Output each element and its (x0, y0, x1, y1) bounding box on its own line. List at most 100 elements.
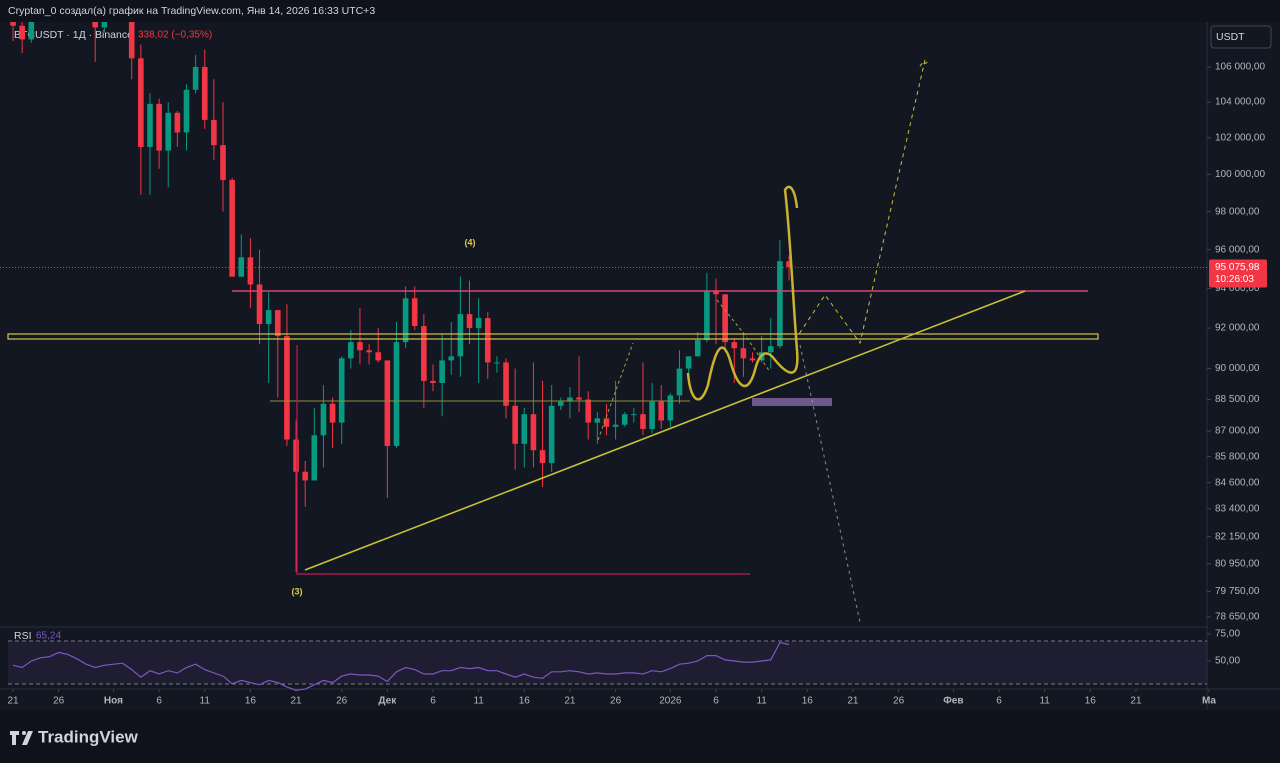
candle-body (256, 284, 263, 325)
price-label: 90 000,00 (1215, 363, 1260, 374)
candle-body (777, 261, 783, 347)
candle-body (10, 22, 16, 26)
candle-body (594, 418, 601, 423)
time-label: 21 (1130, 696, 1142, 707)
candle-body (521, 414, 528, 444)
candle-body (156, 103, 162, 151)
header-bar (0, 0, 1280, 22)
symbol: BTCUSDT · 1Д · Binance (14, 29, 133, 41)
candle-body (475, 318, 482, 329)
time-label: 26 (53, 696, 65, 707)
rsi-last: 65,24 (36, 631, 61, 642)
hand-drawing (686, 185, 799, 401)
wave-label: (4) (465, 237, 476, 247)
wave-label: (3) (292, 586, 303, 596)
time-label: 6 (713, 696, 719, 707)
rsi-band (8, 641, 1207, 684)
rsi-line (12, 641, 790, 691)
drawings (7, 59, 1099, 623)
candle-body (567, 397, 573, 402)
candle-body (384, 360, 391, 446)
price-label: 80 950,00 (1215, 559, 1260, 570)
time-label: 21 (564, 696, 576, 707)
candle-body (494, 362, 500, 364)
time-label: 16 (245, 696, 257, 707)
candle-body (28, 22, 35, 40)
candle-body (320, 403, 327, 436)
header-text: Cryptan_0 создал(а) график на TradingVie… (8, 5, 375, 17)
change: 338,02 (−0,35%) (138, 30, 212, 41)
price-label: 87 000,00 (1215, 426, 1260, 437)
time-label: 16 (1085, 696, 1097, 707)
candle-body (302, 471, 308, 481)
candle-body (174, 112, 181, 133)
price-label: 83 400,00 (1215, 504, 1260, 515)
zone-box (752, 398, 832, 406)
time-label: 21 (847, 696, 859, 707)
candle-body (201, 67, 208, 120)
logo: TradingView (10, 727, 139, 746)
candle-body (448, 356, 455, 361)
candle-body (676, 368, 683, 396)
candle-body (238, 257, 245, 277)
candle-body (147, 103, 153, 147)
last-price-box (1209, 259, 1267, 288)
time-label: 26 (336, 696, 348, 707)
time-label: 6 (996, 696, 1002, 707)
price-label: 85 800,00 (1215, 451, 1260, 462)
time-label: Дек (378, 696, 397, 707)
price-label: 98 000,00 (1215, 206, 1260, 217)
candle-body (548, 405, 555, 464)
candles (10, 22, 792, 572)
footer-bar (0, 710, 1280, 763)
candle-body (685, 356, 692, 369)
candle-body (649, 401, 655, 429)
candle-body (484, 318, 491, 363)
candle-body (421, 326, 427, 381)
rsi-tick-label: 50,00 (1215, 656, 1240, 667)
candle-body (411, 298, 418, 327)
candle-body (19, 25, 25, 40)
candle-body (466, 314, 473, 329)
candle-body (366, 350, 372, 353)
candle-body (621, 414, 628, 425)
time-label: 16 (802, 696, 814, 707)
projection (597, 342, 634, 441)
rsi-name: RSI (14, 630, 32, 642)
candle-body (274, 310, 281, 337)
candle-body (183, 89, 190, 133)
bracket (296, 345, 750, 575)
time-label: 6 (156, 696, 162, 707)
candle-body (731, 342, 738, 349)
candle-body (585, 399, 591, 423)
candle-body (220, 145, 226, 180)
time-label: 21 (7, 696, 19, 707)
candle-body (512, 405, 518, 444)
candle-body (128, 22, 135, 59)
candle-body (558, 401, 564, 406)
candle-body (247, 257, 254, 285)
price-label: 82 150,00 (1215, 531, 1260, 542)
time-label: 11 (1039, 696, 1050, 707)
candle-body (211, 119, 217, 146)
candle-body (457, 314, 464, 357)
price-label: 78 650,00 (1215, 612, 1260, 623)
candle-body (192, 67, 199, 90)
candle-body (265, 310, 272, 325)
candle-body (402, 298, 409, 343)
time-label: 16 (519, 696, 531, 707)
candle-body (293, 439, 299, 472)
time-label: Ма (1202, 696, 1216, 707)
candle-body (631, 414, 637, 416)
price-label: 94 000,00 (1215, 283, 1260, 294)
candle-body (612, 424, 619, 427)
candle-body (694, 340, 701, 357)
candle-body (576, 397, 582, 400)
currency-box[interactable] (1210, 25, 1272, 49)
candle-body (348, 342, 354, 359)
time-label: 11 (756, 696, 767, 707)
time-label: 11 (473, 696, 484, 707)
candle-body (603, 418, 610, 427)
brand: TradingView (38, 727, 139, 746)
